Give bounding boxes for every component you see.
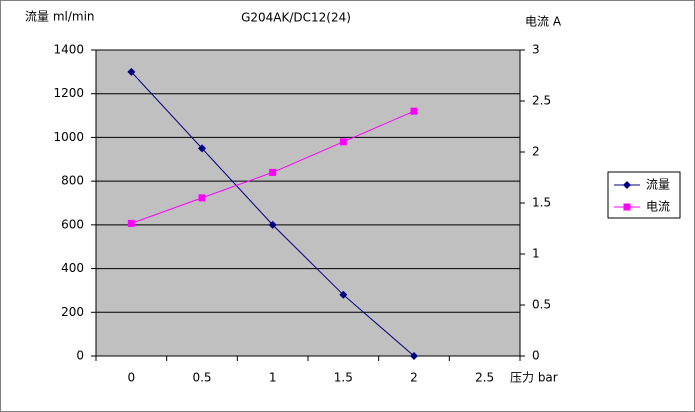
plot-area xyxy=(96,50,520,356)
marker xyxy=(339,290,348,299)
marker xyxy=(198,144,206,153)
y2-tick-label: 2 xyxy=(532,145,540,159)
y-axis-label: 流量 ml/min xyxy=(25,10,95,24)
chart-title: G204AK/DC12(24) xyxy=(241,11,351,25)
legend-label: 电流 xyxy=(646,200,670,214)
y-tick-label: 0 xyxy=(76,349,84,363)
y2-tick-label: 0 xyxy=(532,349,540,363)
y2-tick-label: 3 xyxy=(532,43,540,57)
marker xyxy=(127,219,135,227)
marker xyxy=(623,181,631,189)
legend-box xyxy=(607,171,681,219)
x-tick-label: 0 xyxy=(128,371,136,385)
y-tick-label: 1400 xyxy=(53,43,84,57)
legend-label: 流量 xyxy=(646,178,670,192)
marker xyxy=(269,168,277,176)
y-tick-label: 600 xyxy=(61,217,84,231)
y2-tick-label: 0.5 xyxy=(532,298,551,312)
marker xyxy=(198,194,206,202)
y2-tick-label: 2.5 xyxy=(532,94,551,108)
marker xyxy=(410,352,418,360)
x-tick-label: 0.5 xyxy=(192,371,211,385)
marker xyxy=(623,203,631,211)
marker xyxy=(410,107,418,115)
y2-axis-label: 电流 A xyxy=(525,15,562,29)
marker xyxy=(339,138,347,146)
y-tick-label: 200 xyxy=(61,305,84,319)
x-tick-label: 1.5 xyxy=(334,371,353,385)
y-tick-label: 400 xyxy=(61,261,84,275)
y2-tick-label: 1 xyxy=(532,247,540,261)
y2-tick-label: 1.5 xyxy=(532,196,551,210)
y-tick-label: 1000 xyxy=(53,130,84,144)
y-tick-label: 800 xyxy=(61,174,84,188)
x-tick-label: 1 xyxy=(269,371,277,385)
marker xyxy=(127,67,136,76)
marker xyxy=(268,220,277,229)
y-tick-label: 1200 xyxy=(53,86,84,100)
x-axis-label: 压力 bar xyxy=(510,371,558,385)
x-tick-label: 2 xyxy=(410,371,418,385)
x-tick-label: 2.5 xyxy=(475,371,494,385)
